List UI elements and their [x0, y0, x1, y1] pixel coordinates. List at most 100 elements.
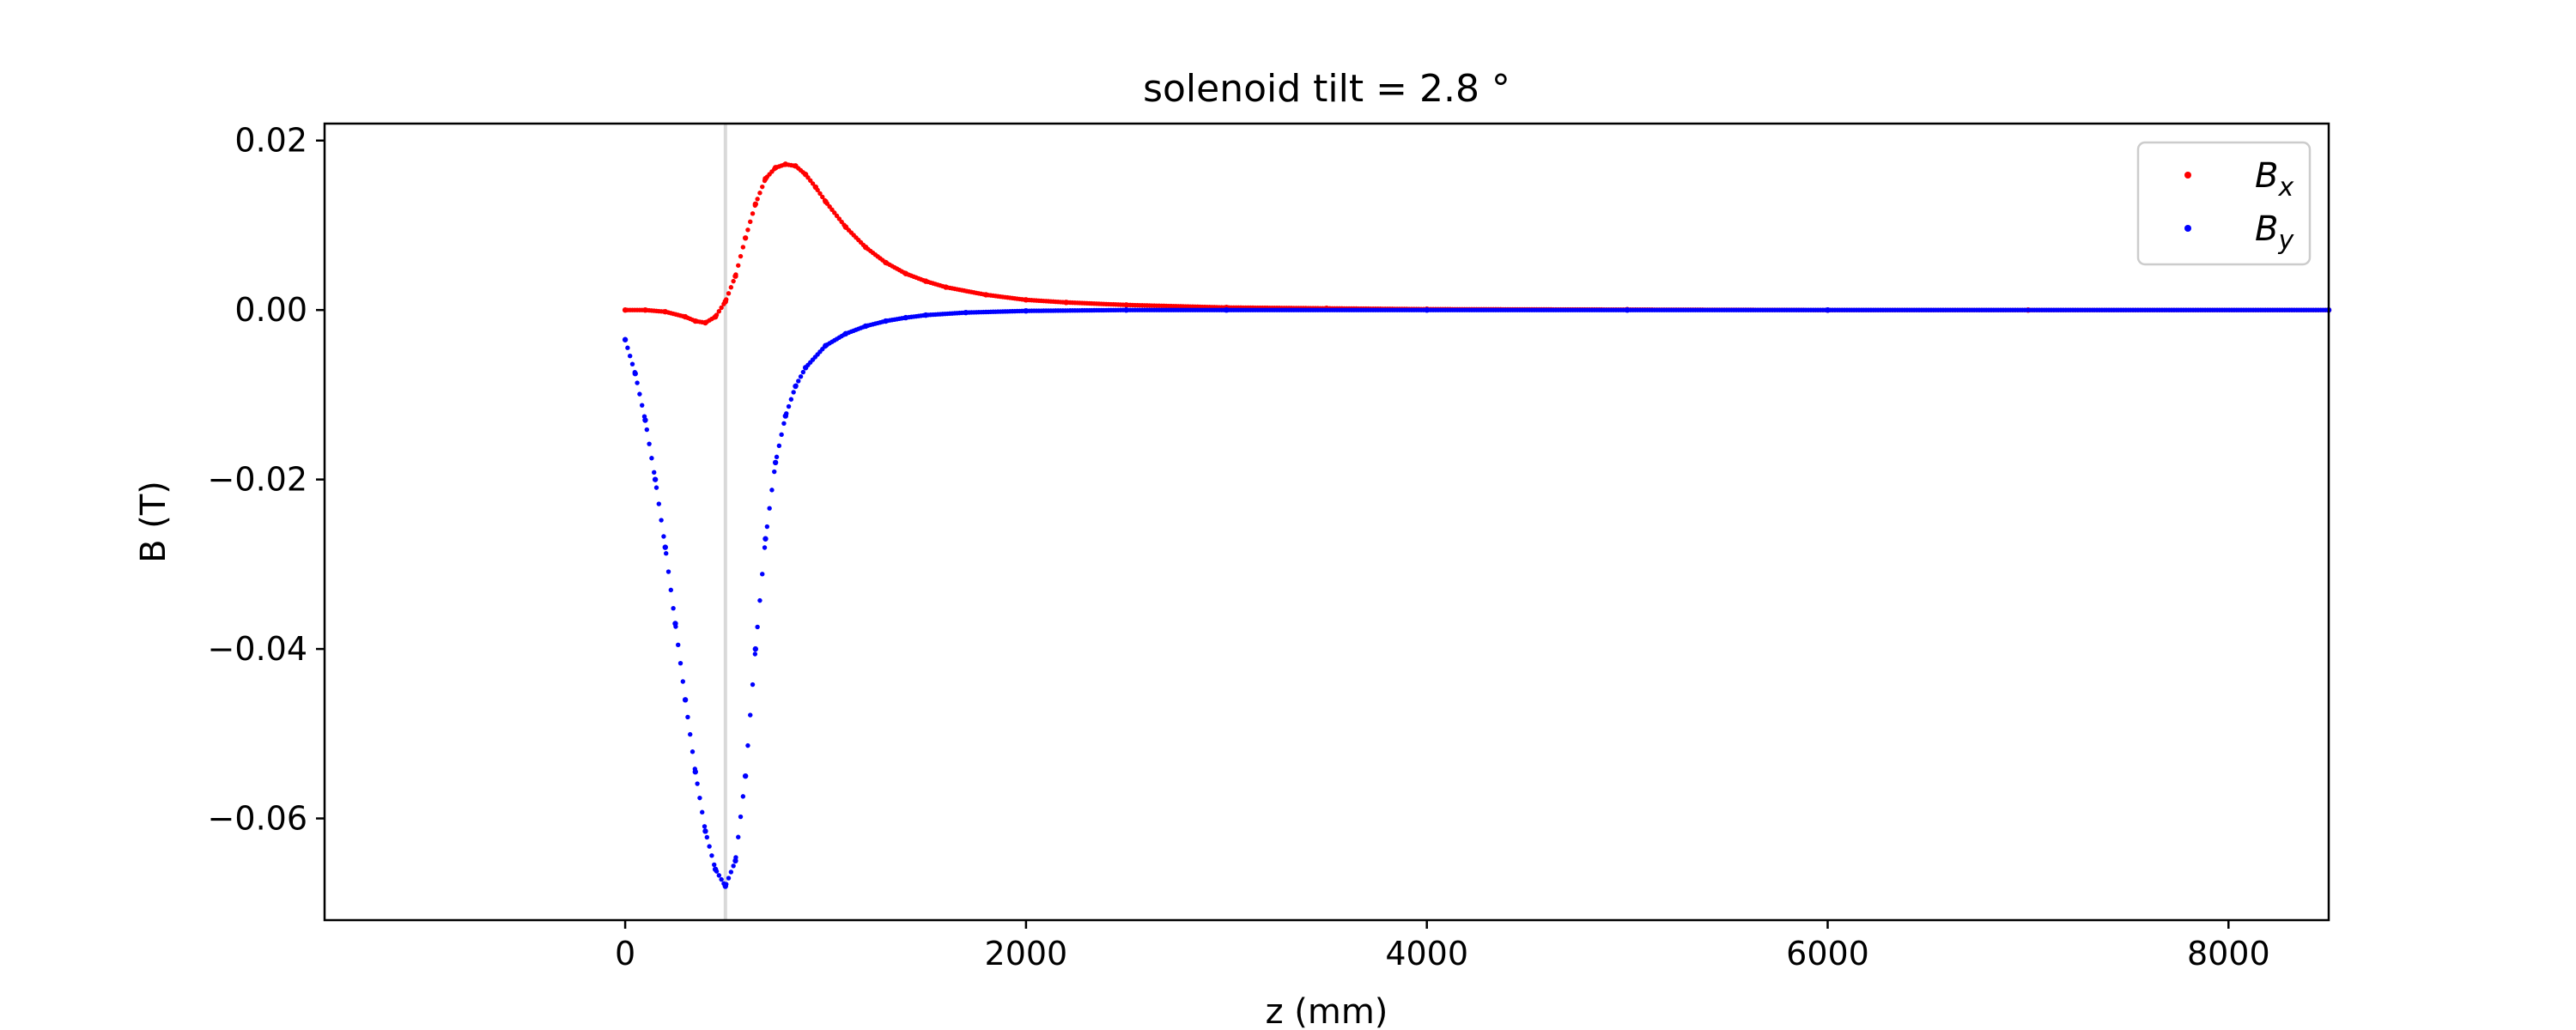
sample-point-By [769, 488, 775, 493]
x-tick-label: 0 [615, 935, 635, 972]
sample-point-By [740, 794, 746, 799]
sample-point-Bx [762, 178, 768, 184]
sample-point-By [716, 873, 722, 878]
dense-points-By [623, 307, 2330, 887]
sample-point-Bx [738, 253, 744, 259]
sample-point-By [719, 876, 724, 882]
sample-point-By [640, 403, 645, 408]
sample-point-Bx [736, 263, 741, 268]
y-tick-label: −0.04 [208, 630, 307, 668]
sample-point-By [709, 853, 714, 858]
sample-point-By [738, 814, 744, 820]
series-layer [622, 161, 2332, 889]
data-point-By [702, 828, 708, 834]
sample-point-By [728, 869, 734, 875]
y-tick-label: 0.00 [234, 291, 307, 329]
sample-point-By [671, 605, 676, 611]
sample-point-By [733, 855, 738, 860]
legend-box [2136, 141, 2312, 266]
y-tick-label: −0.02 [208, 461, 307, 499]
data-point-By [752, 645, 759, 652]
sample-point-By [750, 682, 756, 688]
sample-point-By [652, 470, 657, 476]
sample-point-Bx [743, 235, 748, 240]
legend-item-By: By [2184, 209, 2294, 256]
sample-point-By [712, 862, 717, 868]
sample-point-By [779, 432, 784, 438]
sample-point-By [707, 844, 712, 849]
sample-point-By [793, 383, 799, 388]
sample-point-By [784, 411, 789, 416]
sample-point-By [690, 749, 696, 754]
sample-point-Bx [748, 219, 753, 225]
sample-point-By [755, 624, 760, 630]
sample-point-By [647, 441, 652, 446]
y-axis-label: B (T) [134, 481, 173, 563]
data-point-By [772, 459, 779, 466]
sample-point-By [695, 781, 700, 786]
sample-point-By [781, 421, 787, 426]
sample-point-By [635, 380, 640, 385]
sample-point-By [762, 545, 768, 550]
sample-point-By [649, 456, 654, 461]
data-point-By [762, 536, 769, 542]
x-tick-label: 4000 [1385, 935, 1468, 972]
sample-point-Bx [716, 308, 722, 314]
sample-point-By [757, 597, 762, 603]
x-tick-label: 2000 [985, 935, 1068, 972]
sample-point-By [791, 390, 796, 395]
sample-point-By [659, 518, 664, 523]
sample-point-Bx [815, 187, 820, 193]
sample-point-By [632, 369, 638, 375]
sample-point-By [641, 414, 647, 419]
sample-point-By [683, 697, 688, 703]
sample-point-By [796, 379, 801, 384]
sample-point-By [714, 869, 720, 874]
chart-title: solenoid tilt = 2.8 ° [1143, 67, 1510, 111]
data-point-By [642, 417, 648, 423]
sample-point-By [788, 397, 794, 402]
y-axis: 0.02 0.00 −0.02 −0.04 −0.06 [208, 122, 325, 838]
sample-point-Bx [714, 312, 720, 318]
sample-point-By [680, 679, 686, 684]
sample-point-Bx [719, 305, 724, 311]
sample-point-Bx [728, 285, 734, 290]
sample-point-By [700, 809, 705, 815]
sample-point-By [724, 882, 729, 887]
sample-point-By [731, 863, 736, 869]
sample-point-Bx [822, 197, 828, 203]
sample-point-By [653, 485, 659, 490]
sample-point-By [629, 361, 635, 367]
sample-point-By [623, 337, 628, 342]
y-tick-label: 0.02 [234, 122, 307, 160]
sample-point-By [800, 369, 806, 375]
legend-label: By [2255, 209, 2294, 256]
x-axis-label: z (mm) [1266, 992, 1388, 1030]
sample-point-Bx [752, 203, 758, 209]
y-tick-label: −0.06 [208, 800, 307, 838]
sample-point-By [776, 443, 782, 449]
sample-point-Bx [817, 191, 823, 197]
data-point-By [652, 476, 659, 482]
data-point-By [662, 544, 668, 550]
sample-point-Bx [750, 211, 756, 216]
sample-point-Bx [760, 184, 765, 190]
sample-point-By [673, 624, 678, 629]
sample-point-Bx [757, 191, 762, 196]
sample-point-By [668, 587, 674, 593]
sample-point-Bx [731, 278, 736, 284]
sample-point-By [644, 427, 650, 433]
sample-point-Bx [745, 227, 750, 233]
sample-point-By [661, 534, 666, 539]
sample-point-Bx [721, 301, 726, 306]
sample-point-By [767, 506, 772, 511]
sample-point-By [677, 660, 683, 666]
sample-point-By [665, 569, 671, 574]
sample-point-By [798, 374, 804, 379]
x-axis: 0 2000 4000 6000 8000 [615, 920, 2270, 972]
sample-point-Bx [726, 291, 732, 296]
legend-marker [2184, 172, 2191, 179]
sample-point-By [748, 712, 753, 718]
x-tick-label: 6000 [1786, 935, 1869, 972]
